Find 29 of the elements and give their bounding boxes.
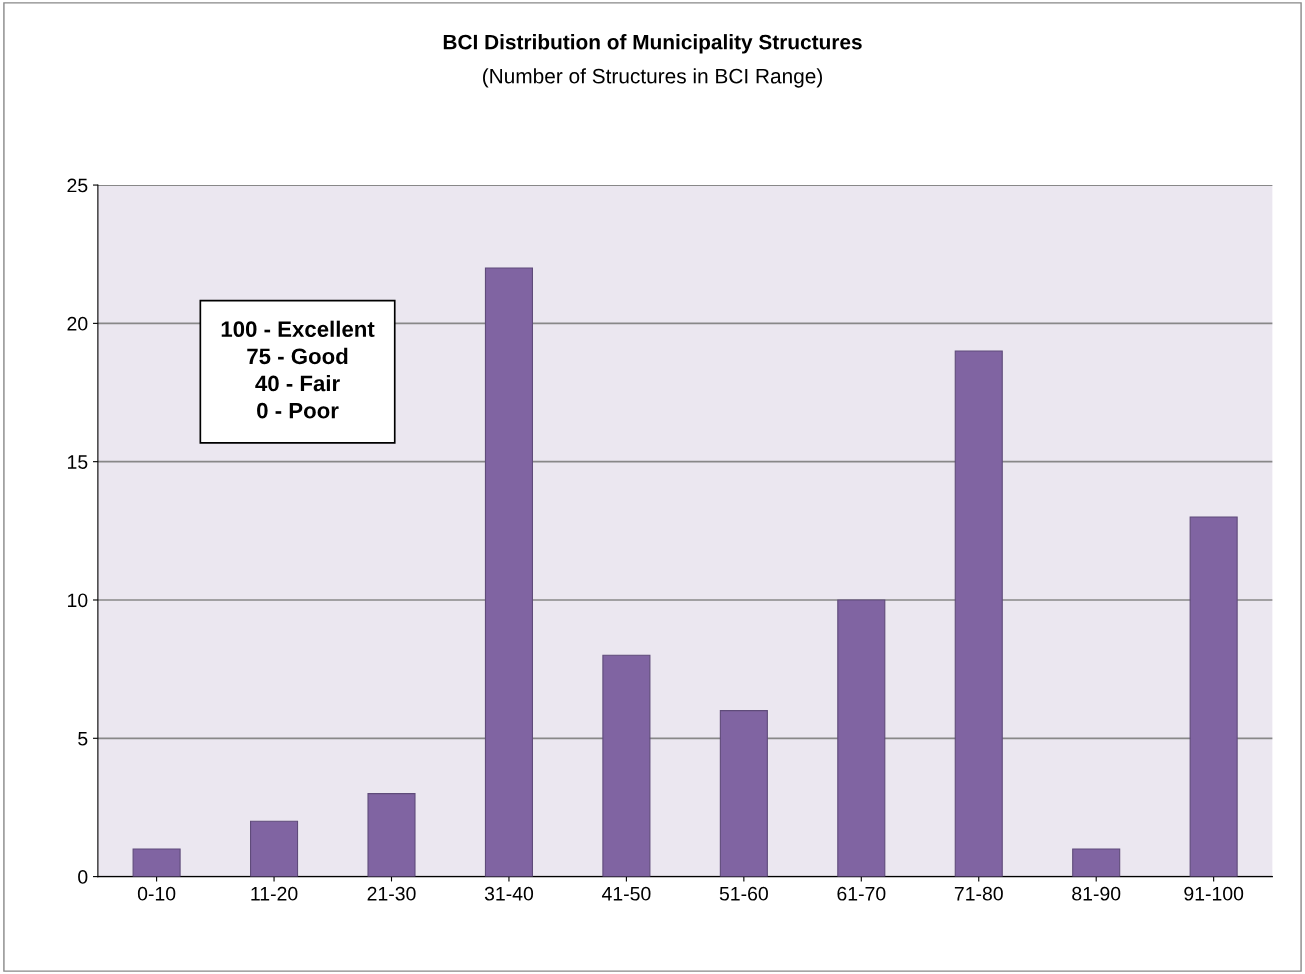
bar <box>367 793 416 877</box>
y-tick-label: 20 <box>67 316 88 331</box>
y-tick-label: 10 <box>68 593 88 608</box>
x-tick-label: 0-10 <box>137 886 176 901</box>
bar <box>484 267 533 877</box>
bar <box>250 820 299 877</box>
chart-subtitle: (Number of Structures in BCI Range) <box>483 68 822 88</box>
bar <box>1072 848 1121 877</box>
annotation: 100 - Excellent 75 - Good 40 - Fair 0 - Poor <box>221 320 375 419</box>
x-tick-label: 41-50 <box>601 886 651 901</box>
x-tick-label: 31-40 <box>484 886 534 901</box>
bar <box>719 710 768 877</box>
x-tick-label: 91-100 <box>1184 886 1244 901</box>
bar <box>132 848 181 877</box>
x-tick-label: 71-80 <box>954 886 1003 901</box>
y-tick-label: 25 <box>67 178 88 193</box>
y-tick-label: 15 <box>68 455 88 469</box>
x-tick-label: 81-90 <box>1072 886 1121 901</box>
bar <box>1189 516 1238 877</box>
bar <box>954 350 1003 877</box>
x-tick-label: 11-20 <box>251 886 298 901</box>
x-tick-label: 61-70 <box>837 886 886 901</box>
bar <box>837 599 886 877</box>
x-tick-label: 51-60 <box>719 886 768 901</box>
y-tick-label: 0 <box>78 870 88 884</box>
x-tick-label: 21-30 <box>367 886 416 901</box>
y-tick-label: 5 <box>78 731 88 746</box>
bar <box>602 654 651 877</box>
chart-title: BCI Distribution of Municipality Structures <box>443 34 862 54</box>
